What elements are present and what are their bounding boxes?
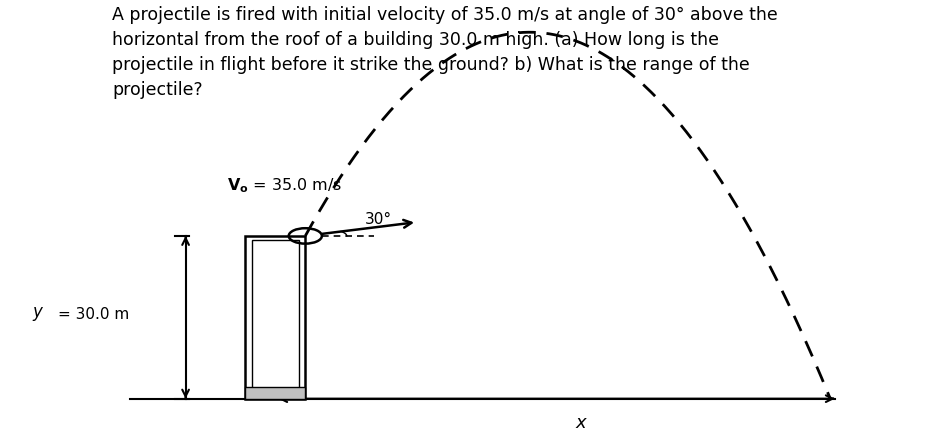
Text: $\mathbf{V_o}$ = 35.0 m/s: $\mathbf{V_o}$ = 35.0 m/s	[227, 176, 342, 194]
Bar	[245, 387, 305, 399]
Text: A projectile is fired with initial velocity of 35.0 m/s at angle of 30° above th: A projectile is fired with initial veloc…	[111, 6, 777, 99]
Text: $x$: $x$	[574, 413, 587, 431]
Text: $y$: $y$	[32, 304, 44, 322]
Text: = 30.0 m: = 30.0 m	[58, 306, 129, 321]
Bar	[245, 237, 305, 399]
Bar	[252, 240, 298, 391]
Text: 30°: 30°	[364, 212, 392, 227]
